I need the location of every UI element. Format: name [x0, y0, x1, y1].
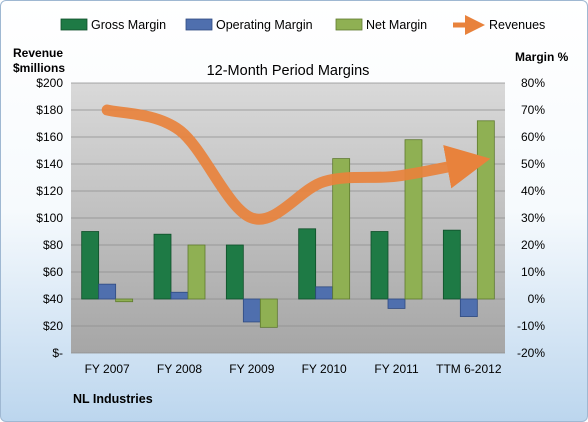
operating-margin-bar — [98, 283, 117, 300]
right-tick-label: 80% — [521, 76, 545, 90]
legend-operating-margin-swatch — [185, 18, 213, 31]
right-tick-label: 30% — [521, 211, 545, 225]
right-tick-label: 40% — [521, 184, 545, 198]
net-margin-bar — [187, 244, 206, 300]
category-label: FY 2009 — [229, 362, 274, 376]
right-tick-label: 50% — [521, 157, 545, 171]
legend: Gross Margin Operating Margin Net Margin… — [60, 15, 545, 35]
right-tick-label: 20% — [521, 238, 545, 252]
left-tick-label: $100 — [36, 211, 63, 225]
left-tick-label: $140 — [36, 157, 63, 171]
operating-margin-bar — [242, 298, 261, 323]
gross-margin-bar — [298, 228, 317, 300]
gross-margin-bar — [225, 244, 244, 300]
chart-title: 12-Month Period Margins — [207, 63, 370, 79]
right-tick-label: 10% — [521, 265, 545, 279]
gross-margin-bar — [370, 231, 389, 300]
left-tick-label: $80 — [43, 238, 63, 252]
operating-margin-bar — [387, 298, 406, 309]
legend-net-margin-label: Net Margin — [366, 18, 427, 32]
left-tick-label: $20 — [43, 319, 63, 333]
category-label: FY 2008 — [157, 362, 202, 376]
left-axis-title-line1: Revenue — [13, 46, 63, 60]
revenues-line — [101, 104, 491, 225]
net-margin-bar — [115, 298, 134, 303]
category-label: FY 2010 — [302, 362, 347, 376]
left-axis-title-line2: $millions — [13, 61, 65, 75]
left-tick-label: $180 — [36, 103, 63, 117]
legend-revenues-label: Revenues — [489, 18, 545, 32]
left-tick-label: $40 — [43, 292, 63, 306]
gross-margin-bar — [81, 231, 100, 300]
net-margin-bar — [332, 158, 351, 300]
left-tick-label: $160 — [36, 130, 63, 144]
left-tick-label: $200 — [36, 76, 63, 90]
legend-gross-margin-label: Gross Margin — [91, 18, 166, 32]
left-tick-label: $60 — [43, 265, 63, 279]
left-tick-label: $- — [52, 346, 63, 360]
right-axis-ticks: -20% -10% 0% 10% 20% 30% 40% 50% 60% 70% 80% — [517, 76, 545, 360]
gross-margin-bar — [442, 229, 461, 300]
revenue-line-group — [101, 104, 491, 225]
net-margin-bar — [404, 139, 423, 300]
operating-margin-bar — [170, 291, 189, 300]
category-label: FY 2011 — [374, 362, 419, 376]
left-axis-ticks: $- $20 $40 $60 $80 $100 $120 $140 $160 $180 $200 — [36, 76, 63, 360]
net-margin-bar — [476, 120, 495, 300]
gross-margin-bar — [153, 233, 172, 300]
bars — [81, 120, 495, 328]
left-tick-label: $120 — [36, 184, 63, 198]
category-label: FY 2007 — [85, 362, 130, 376]
gridlines — [71, 82, 505, 354]
category-label: TTM 6-2012 — [436, 362, 502, 376]
right-tick-label: -20% — [517, 346, 545, 360]
right-tick-label: 70% — [521, 103, 545, 117]
company-name: NL Industries — [73, 392, 153, 406]
legend-operating-margin-label: Operating Margin — [216, 18, 313, 32]
net-margin-bar — [259, 298, 278, 328]
legend-gross-margin-swatch — [60, 18, 88, 31]
right-tick-label: 60% — [521, 130, 545, 144]
legend-net-margin-swatch — [335, 18, 363, 31]
right-axis-title: Margin % — [515, 50, 569, 64]
right-tick-label: -10% — [517, 319, 545, 333]
category-labels: FY 2007 FY 2008 FY 2009 FY 2010 FY 2011 TTM 6… — [85, 362, 502, 376]
operating-margin-bar — [315, 286, 334, 300]
operating-margin-bar — [459, 298, 478, 317]
right-tick-label: 0% — [528, 292, 546, 306]
